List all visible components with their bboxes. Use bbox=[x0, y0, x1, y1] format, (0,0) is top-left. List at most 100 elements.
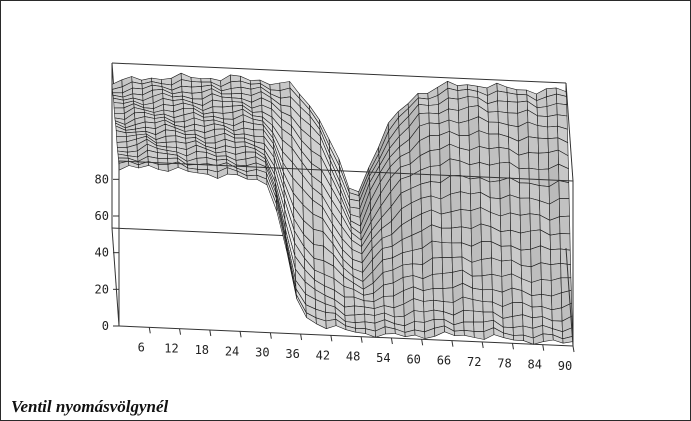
surface-patch bbox=[200, 78, 212, 83]
box-edge-front-bottom bbox=[118, 325, 574, 347]
surface-patch bbox=[420, 181, 432, 199]
surface-patch bbox=[442, 287, 454, 303]
surface-patch bbox=[546, 114, 558, 128]
surface-patch bbox=[511, 287, 523, 304]
surface-patch bbox=[472, 299, 484, 313]
surface-patch bbox=[355, 327, 367, 334]
surface-patch bbox=[431, 240, 443, 259]
surface-patch bbox=[157, 152, 168, 159]
surface-patch bbox=[312, 228, 324, 247]
surface-patch bbox=[402, 263, 414, 278]
surface-patch bbox=[542, 333, 554, 342]
surface-patch bbox=[547, 125, 559, 139]
surface-patch bbox=[507, 112, 519, 128]
surface-patch bbox=[429, 149, 441, 167]
surface-patch bbox=[460, 209, 472, 229]
surface-patch bbox=[230, 74, 241, 83]
box-edge-bottom-right bbox=[565, 247, 574, 347]
surface-patch bbox=[196, 151, 208, 159]
x-tick-label: 12 bbox=[164, 342, 178, 356]
surface-patch bbox=[165, 129, 177, 137]
surface-patch bbox=[440, 211, 452, 229]
surface-patch bbox=[116, 136, 128, 143]
surface-patch bbox=[402, 250, 413, 266]
surface-patch bbox=[451, 256, 463, 273]
x-tick-label: 6 bbox=[138, 340, 145, 354]
surface-patch bbox=[113, 107, 125, 114]
surface-patch bbox=[246, 174, 258, 180]
surface-patch bbox=[462, 296, 474, 312]
x-tick-label: 36 bbox=[285, 347, 299, 361]
surface-patch bbox=[536, 106, 548, 117]
surface-patch bbox=[496, 90, 508, 102]
surface-patch bbox=[502, 316, 514, 328]
surface-patch bbox=[518, 167, 530, 184]
x-axis: 6 12 18 24 30 36 42 48 54 60 66 72 78 84 90 bbox=[138, 327, 575, 373]
surface-patch bbox=[516, 89, 528, 96]
surface-patch bbox=[500, 212, 511, 232]
surface-patch bbox=[512, 314, 524, 328]
surface-mesh bbox=[111, 72, 574, 345]
surface-patch bbox=[509, 212, 521, 234]
surface-patch bbox=[558, 180, 570, 199]
surface-patch bbox=[549, 233, 561, 250]
x-tick-label: 18 bbox=[195, 343, 209, 357]
box-edge-bottom-left bbox=[111, 227, 120, 327]
surface-patch bbox=[478, 146, 490, 166]
surface-patch bbox=[253, 129, 265, 137]
surface-patch bbox=[221, 96, 233, 102]
surface-patch bbox=[428, 122, 440, 136]
surface-patch bbox=[488, 121, 500, 135]
surface-patch bbox=[422, 288, 434, 302]
surface-patch bbox=[540, 262, 552, 281]
surface-patch bbox=[499, 194, 511, 217]
surface-patch bbox=[451, 242, 463, 258]
z-tick-label: 20 bbox=[95, 282, 109, 296]
surface-patch bbox=[507, 101, 519, 114]
surface-patch bbox=[418, 104, 430, 114]
surface-patch bbox=[537, 137, 549, 154]
x-tick-mark bbox=[390, 337, 393, 345]
surface-patch bbox=[325, 318, 337, 330]
x-tick-mark bbox=[239, 331, 242, 338]
surface-patch bbox=[212, 99, 223, 108]
x-tick-mark bbox=[148, 327, 151, 334]
x-tick-mark bbox=[179, 328, 182, 335]
chart-caption: Ventil nyomásvölgynél bbox=[11, 397, 169, 416]
bounding-box-front bbox=[118, 160, 574, 347]
x-tick-mark bbox=[511, 343, 514, 350]
surface-patch bbox=[549, 216, 561, 236]
surface-patch bbox=[482, 301, 494, 313]
x-tick-label: 30 bbox=[255, 346, 269, 360]
surface-patch bbox=[488, 133, 500, 150]
surface-patch bbox=[447, 97, 459, 111]
surface-patch bbox=[442, 271, 454, 289]
surface-patch bbox=[441, 242, 453, 258]
x-tick-mark bbox=[300, 333, 303, 341]
surface-patch bbox=[559, 233, 571, 251]
surface-patch bbox=[428, 104, 440, 115]
surface-patch bbox=[520, 230, 532, 251]
surface-patch bbox=[450, 191, 462, 213]
box-edge-front-top bbox=[118, 160, 574, 182]
x-tick-label: 66 bbox=[437, 354, 451, 368]
surface-patch bbox=[463, 321, 475, 332]
surface-patch bbox=[432, 257, 443, 275]
surface-patch bbox=[472, 310, 484, 323]
surface-patch bbox=[537, 125, 549, 139]
x-tick-mark bbox=[330, 335, 333, 342]
z-tick-label: 40 bbox=[95, 246, 109, 260]
surface-patch bbox=[538, 168, 550, 187]
surface-patch bbox=[441, 227, 453, 244]
surface-patch bbox=[429, 165, 441, 183]
surface-patch bbox=[489, 180, 501, 200]
surface-patch bbox=[453, 329, 465, 336]
surface-patch bbox=[196, 157, 208, 165]
surface-patch bbox=[428, 112, 440, 124]
surface-patch bbox=[433, 299, 444, 313]
surface-patch bbox=[480, 223, 492, 242]
surface-patch bbox=[527, 136, 539, 154]
surface-patch bbox=[519, 213, 531, 234]
surface-patch bbox=[269, 82, 281, 91]
